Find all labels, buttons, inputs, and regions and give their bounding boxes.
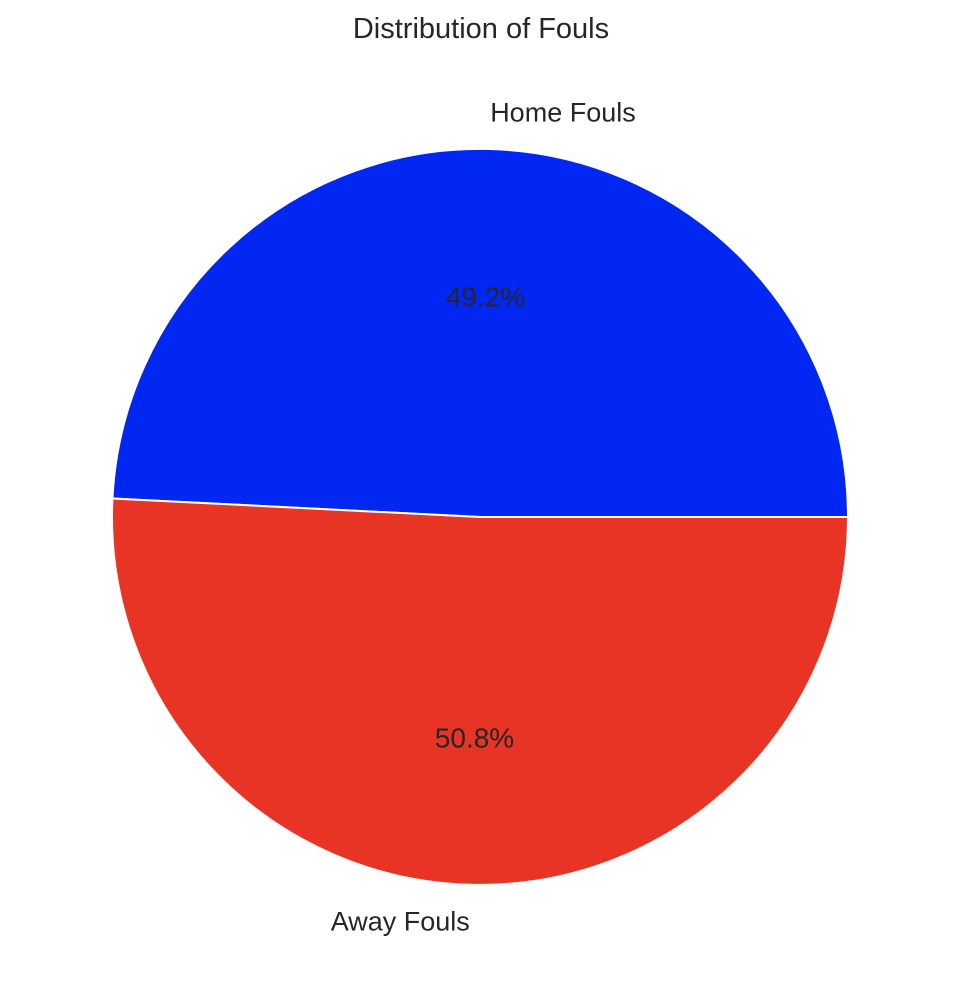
slice-label-home-fouls: Home Fouls — [490, 97, 636, 127]
pie-slices — [111, 147, 849, 886]
pie-slice-home-fouls — [111, 147, 849, 518]
chart-title: Distribution of Fouls — [353, 13, 609, 45]
slice-label-away-fouls: Away Fouls — [331, 907, 470, 937]
percent-label-home-fouls: 49.2% — [446, 281, 525, 312]
pie-slice-away-fouls — [111, 497, 849, 886]
pie-labels: Home Fouls 49.2% Away Fouls 50.8% — [331, 97, 636, 936]
percent-label-away-fouls: 50.8% — [435, 723, 514, 754]
